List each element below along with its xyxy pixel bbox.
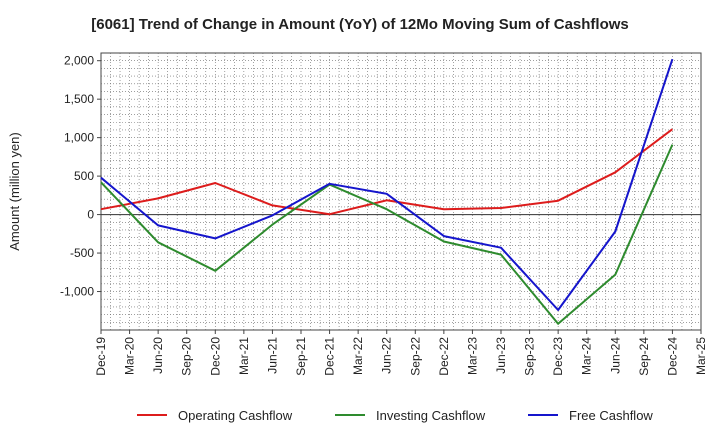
- legend-label: Operating Cashflow: [178, 408, 293, 423]
- legend-item-investing-cashflow: Investing Cashflow: [335, 408, 486, 423]
- x-tick-label: Sep-23: [523, 337, 537, 376]
- y-tick-label: 1,500: [64, 92, 94, 106]
- x-tick-label: Dec-22: [437, 337, 451, 376]
- x-tick-label: Jun-24: [608, 337, 622, 374]
- legend-item-free-cashflow: Free Cashflow: [528, 408, 653, 423]
- y-tick-label: 1,000: [64, 131, 94, 145]
- x-tick-label: Mar-22: [351, 337, 365, 375]
- legend-label: Free Cashflow: [569, 408, 653, 423]
- x-tick-label: Dec-20: [208, 337, 222, 376]
- x-tick-label: Mar-24: [580, 337, 594, 375]
- x-tick-label: Sep-21: [294, 337, 308, 376]
- x-tick-label: Sep-22: [408, 337, 422, 376]
- y-tick-label: 2,000: [64, 54, 94, 68]
- x-tick-label: Jun-23: [494, 337, 508, 374]
- x-tick-label: Dec-24: [665, 337, 679, 376]
- y-tick-label: 500: [74, 169, 94, 183]
- x-tick-label: Dec-23: [551, 337, 565, 376]
- y-tick-label: -500: [70, 246, 94, 260]
- x-tick-label: Mar-25: [694, 337, 708, 375]
- series-line-free-cashflow: [100, 58, 674, 311]
- x-tick-label: Mar-21: [237, 337, 251, 375]
- x-tick-label: Jun-22: [380, 337, 394, 374]
- series-line-operating-cashflow: [100, 128, 674, 216]
- x-tick-label: Mar-23: [465, 337, 479, 375]
- y-axis-title: Amount (million yen): [7, 132, 22, 251]
- y-tick-label: 0: [87, 208, 94, 222]
- legend-item-operating-cashflow: Operating Cashflow: [137, 408, 293, 423]
- x-tick-label: Mar-20: [123, 337, 137, 375]
- legend: Operating Cashflow Investing Cashflow Free…: [137, 408, 653, 423]
- series-line-investing-cashflow: [100, 144, 674, 325]
- series-lines: [100, 58, 674, 325]
- y-tick-label: -1,000: [60, 285, 94, 299]
- y-tick-labels: 2,000 1,500 1,000 500 0 -500 -1,000: [60, 54, 101, 299]
- x-tick-labels: Dec-19 Mar-20 Jun-20 Sep-20 Dec-20 Mar-21 Jun-…: [94, 330, 708, 376]
- x-tick-label: Dec-21: [323, 337, 337, 376]
- x-tick-label: Dec-19: [94, 337, 108, 376]
- x-tick-label: Sep-24: [637, 337, 651, 376]
- x-tick-label: Jun-20: [151, 337, 165, 374]
- x-tick-label: Sep-20: [180, 337, 194, 376]
- chart-title: [6061] Trend of Change in Amount (YoY) o…: [91, 16, 629, 33]
- x-tick-label: Jun-21: [265, 337, 279, 374]
- legend-label: Investing Cashflow: [376, 408, 486, 423]
